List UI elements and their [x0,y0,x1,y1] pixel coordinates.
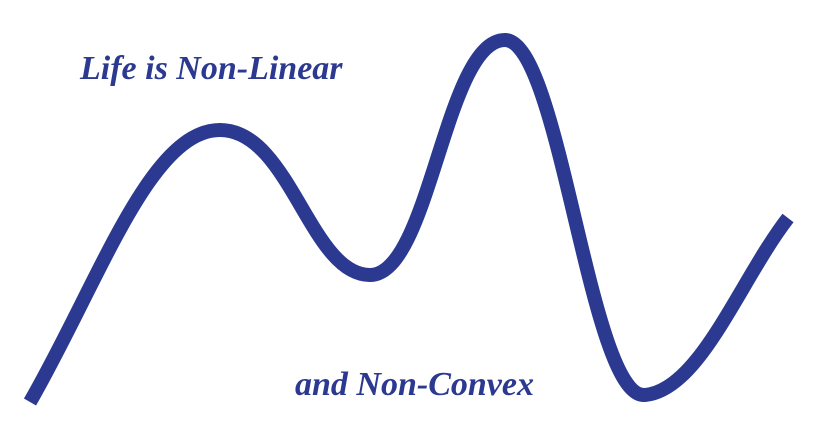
non-convex-curve [23,33,794,406]
caption-non-linear: Life is Non-Linear [80,50,343,87]
caption-non-convex: and Non-Convex [295,366,534,403]
